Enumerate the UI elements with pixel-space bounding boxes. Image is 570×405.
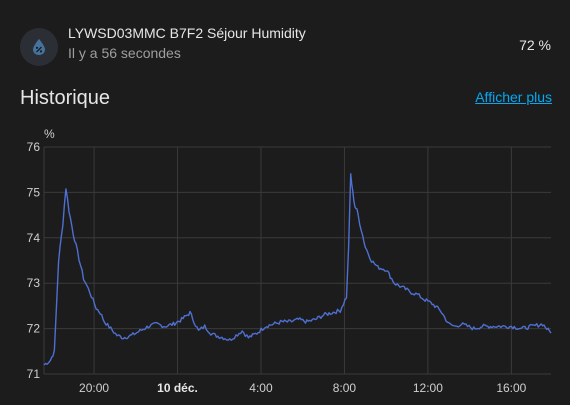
y-tick-label: 72: [27, 322, 41, 336]
x-tick-label: 12:00: [413, 381, 443, 395]
entity-row[interactable]: LYWSD03MMC B7F2 Séjour Humidity Il y a 5…: [0, 0, 570, 82]
x-tick-label: 4:00: [249, 381, 273, 395]
y-tick-label: 71: [27, 367, 41, 381]
x-tick-label: 8:00: [333, 381, 357, 395]
x-tick-label: 20:00: [79, 381, 109, 395]
y-axis-unit: %: [44, 127, 55, 141]
water-percent-icon: [20, 28, 58, 66]
show-more-link[interactable]: Afficher plus: [475, 89, 552, 105]
y-tick-label: 73: [27, 276, 41, 290]
y-tick-label: 74: [27, 231, 41, 245]
humidity-series-line: [43, 173, 552, 366]
x-tick-label: 10 déc.: [157, 381, 198, 395]
y-tick-label: 76: [27, 140, 41, 154]
last-changed: Il y a 56 secondes: [68, 45, 181, 61]
x-tick-label: 16:00: [496, 381, 526, 395]
history-title: Historique: [20, 87, 111, 109]
y-tick-label: 75: [27, 185, 41, 199]
entity-name: LYWSD03MMC B7F2 Séjour Humidity: [68, 25, 306, 41]
history-chart: 71 72 73 74 75 76% 20:00 10 déc. 4:00 8:00 12:00 16…: [27, 127, 552, 395]
entity-state: 72 %: [519, 37, 551, 53]
